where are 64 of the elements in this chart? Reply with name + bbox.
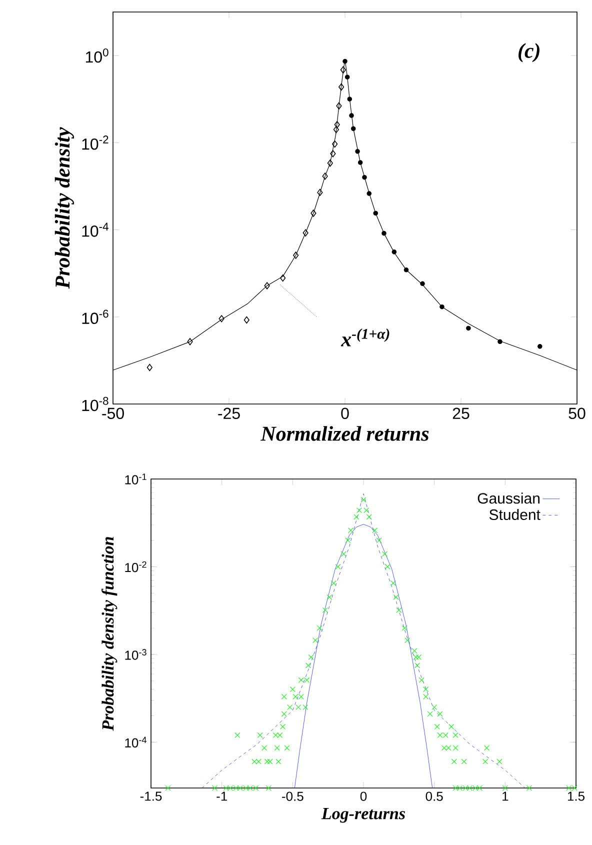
point — [334, 121, 340, 128]
point — [362, 174, 367, 180]
x-tick-label: 0.5 — [426, 792, 443, 801]
point — [358, 160, 363, 165]
y-tick-label: 10$^{-3}$ — [125, 649, 146, 660]
y-axis-title: Probability density function — [102, 537, 118, 731]
point — [342, 58, 348, 64]
x-tick-label: 1 — [502, 792, 508, 801]
point — [466, 326, 471, 331]
x-tick-label: -25 — [218, 408, 240, 420]
legend-label: Student — [489, 509, 540, 520]
y-axis-title: Probability density — [54, 127, 74, 289]
point — [382, 230, 386, 236]
point — [333, 126, 339, 134]
point — [366, 191, 372, 196]
point — [538, 344, 542, 349]
x-tick-label: 0 — [360, 792, 367, 801]
point — [264, 282, 270, 290]
point — [338, 83, 344, 91]
annotation: (c) — [518, 43, 540, 62]
point — [146, 364, 152, 372]
point — [344, 74, 350, 80]
x-axis-title: Log-returns — [321, 808, 406, 823]
y-tick-label: 10$^{-2}$ — [125, 561, 146, 572]
point — [350, 126, 356, 132]
y-tick-label: 10$^{-1}$ — [125, 474, 146, 484]
point — [322, 172, 328, 180]
point — [336, 102, 342, 110]
x-tick-label: 25 — [452, 408, 470, 420]
point — [420, 281, 425, 286]
point — [392, 250, 397, 254]
x-tick-label: 0 — [341, 408, 349, 420]
point — [317, 188, 323, 196]
y-tick-label: 10$^{-4}$ — [82, 222, 108, 237]
point — [340, 66, 346, 74]
y-tick-label: 10$^{-6}$ — [82, 310, 108, 324]
point — [280, 274, 286, 282]
point — [349, 113, 354, 118]
y-tick-label: 10$^{-2}$ — [82, 136, 108, 150]
point — [187, 338, 193, 346]
point — [373, 210, 378, 216]
point — [332, 140, 338, 148]
point — [244, 316, 250, 324]
x-tick-label: 1.5 — [568, 792, 584, 801]
point — [355, 149, 360, 154]
point — [310, 210, 316, 217]
y-tick-label: 10$^{-4}$ — [125, 736, 147, 748]
y-tick-label: 10$^{0}$ — [86, 48, 108, 63]
x-axis-title: Normalized returns — [260, 426, 429, 441]
point — [330, 150, 336, 158]
point — [327, 159, 333, 167]
x-tick-label: -1 — [216, 792, 227, 801]
point — [404, 268, 409, 272]
x-tick-label: 50 — [568, 408, 586, 420]
legend-label: Gaussian — [478, 492, 540, 504]
point — [293, 252, 299, 259]
point — [498, 339, 502, 344]
annotation: x$^{-(1+α)}$ — [340, 328, 390, 346]
x-tick-label: -1.5 — [140, 792, 162, 801]
point — [218, 315, 224, 322]
x-tick-label: -0.5 — [282, 792, 304, 801]
point — [302, 229, 308, 236]
point — [347, 96, 352, 102]
point — [440, 304, 444, 310]
